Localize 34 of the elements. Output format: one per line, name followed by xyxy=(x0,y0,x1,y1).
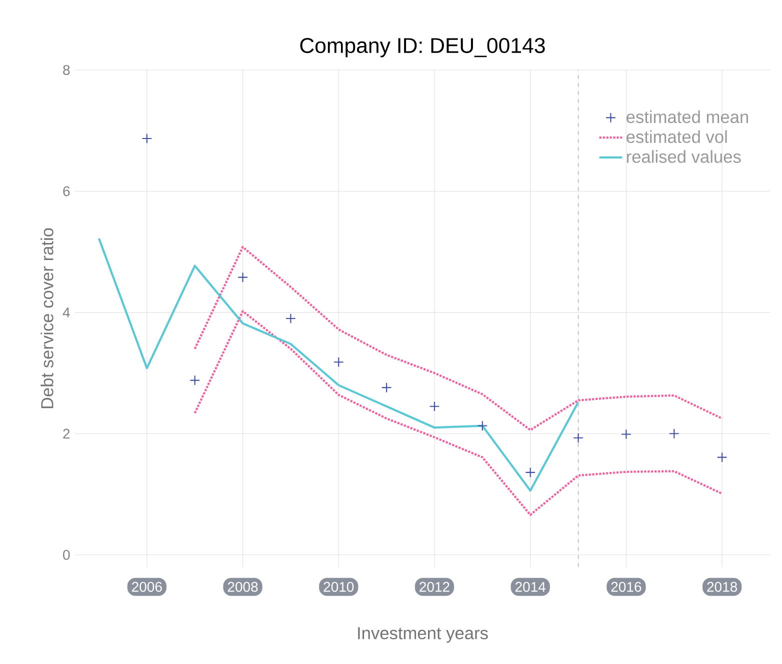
point xyxy=(285,313,296,324)
x-tick-label: 2006 xyxy=(132,582,162,592)
x-axis-title: Investment years xyxy=(358,627,488,643)
x-tick-label: 2010 xyxy=(324,582,354,592)
y-axis-title: Debt service cover ratio xyxy=(40,228,54,408)
x-tick-label: 2012 xyxy=(420,582,450,592)
point xyxy=(716,452,728,462)
x-tick-label: 2016 xyxy=(611,582,642,592)
x-tick-label: 2014 xyxy=(515,582,546,592)
point xyxy=(477,420,488,431)
legend-label: realised values xyxy=(626,150,741,163)
point xyxy=(238,272,248,282)
point xyxy=(333,356,344,368)
y-tick-label: 8 xyxy=(63,65,70,75)
point xyxy=(429,401,440,412)
point xyxy=(190,375,200,386)
x-tick-label: 2018 xyxy=(707,582,738,592)
y-tick-label: 0 xyxy=(63,550,70,560)
point xyxy=(573,432,584,444)
line-series xyxy=(98,237,580,492)
y-tick-label: 6 xyxy=(63,186,70,196)
line-series xyxy=(194,246,724,432)
y-tick-label: 4 xyxy=(62,308,70,318)
y-tick-label: 2 xyxy=(63,428,70,439)
point xyxy=(621,429,632,440)
x-tick-label: 2008 xyxy=(228,582,258,592)
line-series xyxy=(194,310,724,516)
point xyxy=(381,382,392,393)
point xyxy=(142,133,152,144)
point xyxy=(525,467,536,478)
chart-title: Company ID: DEU_00143 xyxy=(300,38,545,58)
legend-label: estimated vol xyxy=(626,130,727,144)
legend-label: estimated mean xyxy=(626,110,748,124)
point xyxy=(668,428,680,439)
